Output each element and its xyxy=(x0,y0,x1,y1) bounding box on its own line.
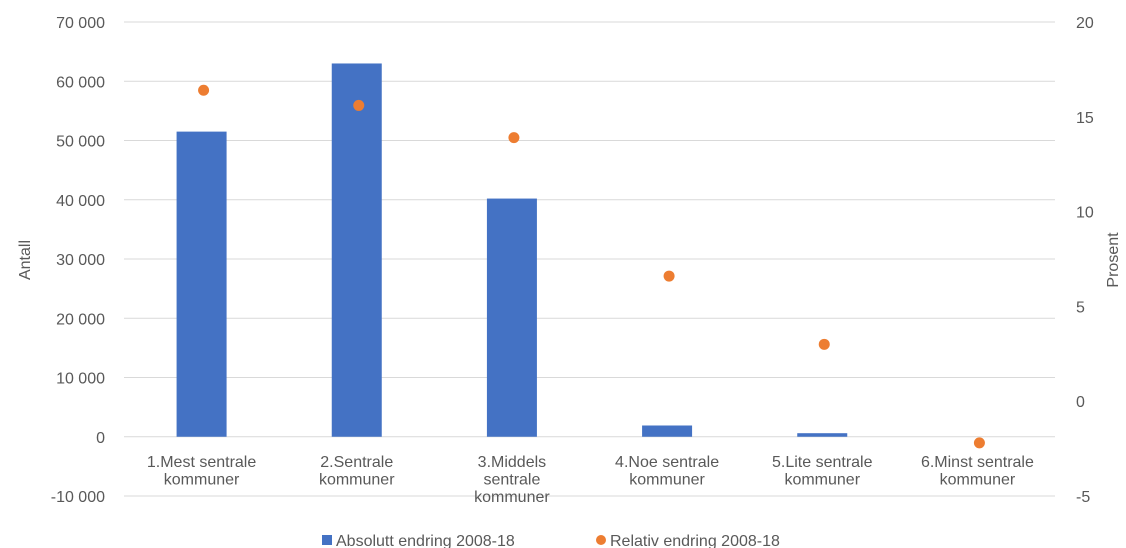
y-tick-label: 0 xyxy=(96,430,105,447)
bar xyxy=(176,131,227,437)
bar xyxy=(797,433,848,437)
y2-tick-label: 0 xyxy=(1076,394,1085,411)
y-tick-label: 50 000 xyxy=(56,134,105,151)
scatter-point xyxy=(198,84,210,96)
scatter-point xyxy=(818,338,830,350)
y-tick-label: 10 000 xyxy=(56,371,105,388)
scatter-point xyxy=(508,132,520,144)
category-label: 2.Sentrale kommuner xyxy=(319,454,395,489)
y2-tick-label: 5 xyxy=(1076,299,1085,316)
category-label: 5.Lite sentrale kommuner xyxy=(772,454,873,489)
category-label: 4.Noe sentrale kommuner xyxy=(615,454,719,489)
scatter-point xyxy=(973,437,985,449)
left-axis-title: Antall xyxy=(17,240,34,280)
bar-series xyxy=(176,63,848,437)
right-axis-title: Prosent xyxy=(1105,232,1122,288)
y-tick-label: 30 000 xyxy=(56,252,105,269)
scatter-point xyxy=(663,270,675,282)
legend: Absolutt endring 2008-18 Relativ endring… xyxy=(322,533,780,548)
legend-swatch-relativ xyxy=(596,535,606,545)
category-label: 1.Mest sentrale kommuner xyxy=(147,454,256,489)
y-tick-label: 40 000 xyxy=(56,193,105,210)
legend-swatch-absolutt xyxy=(322,535,332,545)
bar xyxy=(486,198,537,437)
y2-tick-label: -5 xyxy=(1076,489,1090,506)
y-tick-label: 20 000 xyxy=(56,311,105,328)
y2-tick-label: 15 xyxy=(1076,110,1094,127)
y2-tick-label: 10 xyxy=(1076,205,1094,222)
legend-label-absolutt: Absolutt endring 2008-18 xyxy=(336,533,515,548)
bar xyxy=(331,63,382,437)
y-tick-label: 60 000 xyxy=(56,74,105,91)
bar xyxy=(642,425,693,437)
right-axis-ticks: -5 0 5 10 15 20 xyxy=(1076,15,1094,506)
left-axis-ticks: -10 000 0 10 000 20 000 30 000 40 000 50 000 60… xyxy=(51,15,105,506)
y-tick-label: 70 000 xyxy=(56,15,105,32)
category-label: 3.Middels sentrale kommuner xyxy=(474,454,550,506)
category-labels: 1.Mest sentrale kommuner 2.Sentrale kommune… xyxy=(147,454,1034,506)
y-tick-label: -10 000 xyxy=(51,489,105,506)
y2-tick-label: 20 xyxy=(1076,15,1094,32)
scatter-series xyxy=(198,84,985,449)
scatter-point xyxy=(353,99,365,111)
category-label: 6.Minst sentrale kommuner xyxy=(921,454,1034,489)
legend-label-relativ: Relativ endring 2008-18 xyxy=(610,533,780,548)
gridlines xyxy=(124,21,1055,497)
